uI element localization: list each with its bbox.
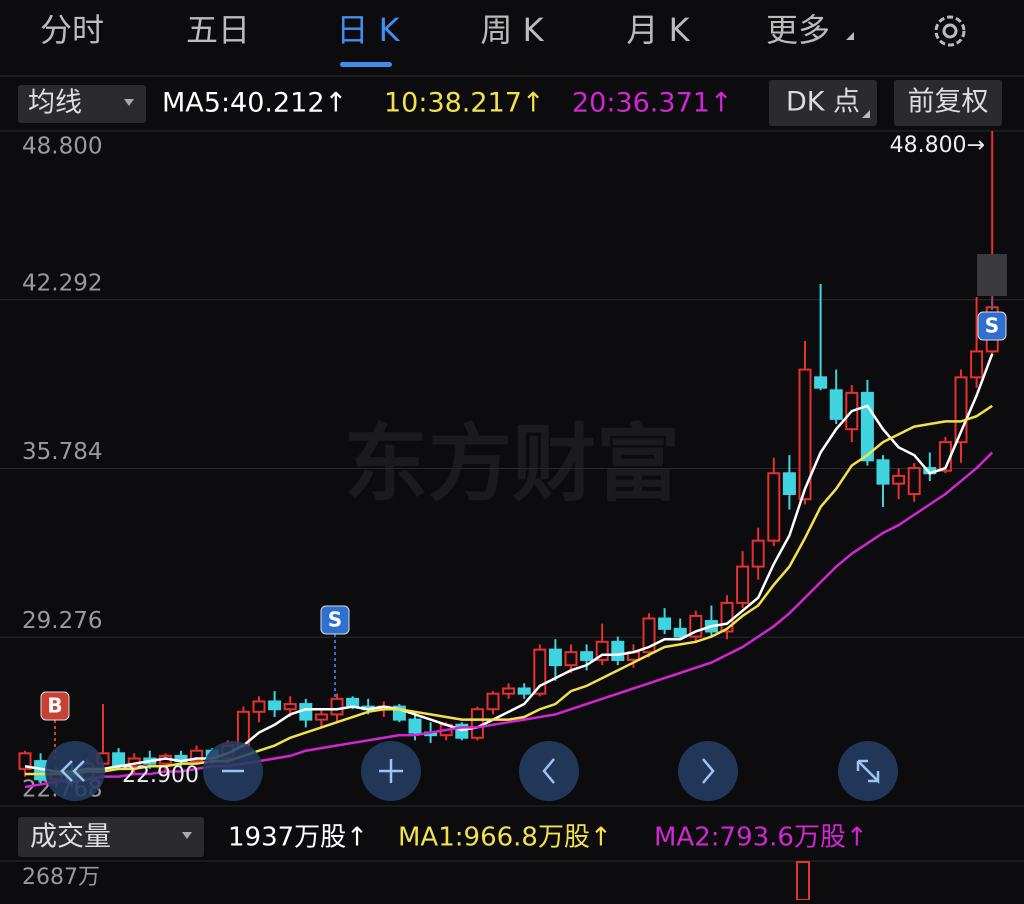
volume-dropdown[interactable] <box>18 817 204 857</box>
nav-icon <box>60 760 85 782</box>
nav-icon <box>702 758 715 784</box>
candle-body <box>517 687 531 695</box>
y-tick-label: 35.784 <box>22 439 102 465</box>
volume-legend: MA2:793.6万股↑ <box>654 823 868 853</box>
candle-body <box>673 627 687 638</box>
candle-body <box>829 389 843 420</box>
tab[interactable]: 日 K <box>336 11 400 49</box>
candle-body <box>268 700 282 711</box>
dk-button[interactable] <box>769 80 877 126</box>
candle-body <box>408 718 422 734</box>
candle-body <box>642 617 656 654</box>
tab[interactable]: 月 K <box>626 11 690 49</box>
candle-body <box>548 648 562 667</box>
tab[interactable]: 周 K <box>480 11 544 49</box>
candle-body <box>580 651 594 661</box>
y-tick-label: 29.276 <box>22 608 102 634</box>
ma-legend: 20:36.371↑ <box>572 88 733 119</box>
candle-body <box>190 749 204 763</box>
ma-legend: 10:38.217↑ <box>384 88 545 119</box>
current-marker <box>977 254 1007 296</box>
signal-badge <box>977 311 1007 341</box>
candle-body <box>330 697 344 716</box>
candle-body <box>814 376 828 389</box>
candle-body <box>689 614 703 638</box>
ma-line <box>25 404 993 776</box>
candle-body <box>595 640 609 661</box>
candle-body <box>736 565 750 604</box>
tab[interactable]: 分时 <box>40 11 104 49</box>
volume-axis-label: 2687万 <box>22 865 100 890</box>
signal-label: B <box>47 694 62 718</box>
candle-body <box>314 713 328 721</box>
candle-body <box>455 723 469 739</box>
candle-body <box>876 459 890 485</box>
gear-outer <box>934 15 966 47</box>
candle-body <box>767 472 781 542</box>
candle-body <box>751 539 765 568</box>
candle-body <box>970 350 984 379</box>
signal-badge <box>320 605 350 635</box>
candle-body <box>236 710 250 747</box>
candle-body <box>611 640 625 661</box>
candle-body <box>392 705 406 721</box>
settings-icon[interactable] <box>934 15 966 47</box>
y-tick-label: 48.800 <box>22 134 102 160</box>
candle-body <box>502 687 516 695</box>
nav-icon <box>379 759 403 783</box>
candle-body <box>892 474 906 485</box>
tab[interactable]: 五日 <box>186 11 250 49</box>
max-label: 48.800→ <box>890 133 985 158</box>
tab[interactable]: 更多 <box>766 11 830 49</box>
signal-label: S <box>328 608 342 632</box>
signal-label: S <box>985 314 999 338</box>
volume-legend: MA1:966.8万股↑ <box>398 823 612 853</box>
candle-body <box>486 692 500 711</box>
ma-line <box>24 353 994 773</box>
candle-body <box>798 368 812 501</box>
adjust-label: 前复权 <box>908 87 989 118</box>
candle-body <box>533 648 547 695</box>
ma-legend: MA5:40.212↑ <box>162 88 347 119</box>
candle-body <box>954 376 968 444</box>
candle-body <box>564 651 578 667</box>
chart-nav-button[interactable] <box>519 741 579 801</box>
candle-body <box>782 472 796 496</box>
min-label: 22.900 <box>122 763 199 788</box>
watermark: 东方财富 <box>344 415 680 513</box>
active-tab-indicator <box>340 62 392 67</box>
candle-body <box>470 708 484 739</box>
more-caret <box>846 32 854 40</box>
dropdown-caret <box>124 99 134 106</box>
volume-legend: 1937万股↑ <box>228 823 368 853</box>
nav-icon <box>856 759 880 785</box>
candle-body <box>18 752 32 770</box>
chart-nav-button[interactable] <box>678 741 738 801</box>
ma-selector: 均线 <box>28 88 82 119</box>
signal-badge <box>40 691 70 721</box>
dk-label: DK 点 <box>786 87 860 118</box>
ma-line <box>24 451 994 789</box>
ma-dropdown[interactable] <box>18 85 146 123</box>
candle-body <box>907 467 921 496</box>
candle-body <box>252 700 266 713</box>
nav-icon <box>542 758 555 784</box>
adjust-button[interactable] <box>894 80 1002 126</box>
candle-body <box>283 703 297 711</box>
dropdown-caret <box>182 832 192 839</box>
candle-body <box>658 617 672 630</box>
candle-body <box>860 391 874 462</box>
y-tick-label: 42.292 <box>22 270 102 296</box>
volume-selector: 成交量 <box>30 822 111 853</box>
dk-caret <box>862 110 870 118</box>
candle-body <box>720 601 734 633</box>
gear-inner <box>942 23 958 39</box>
